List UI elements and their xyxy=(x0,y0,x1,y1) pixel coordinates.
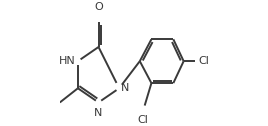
Text: Cl: Cl xyxy=(199,56,209,66)
Text: N: N xyxy=(121,83,129,93)
Text: HN: HN xyxy=(59,56,76,66)
Text: Cl: Cl xyxy=(137,115,148,125)
Text: O: O xyxy=(94,2,103,11)
Text: N: N xyxy=(94,108,103,118)
